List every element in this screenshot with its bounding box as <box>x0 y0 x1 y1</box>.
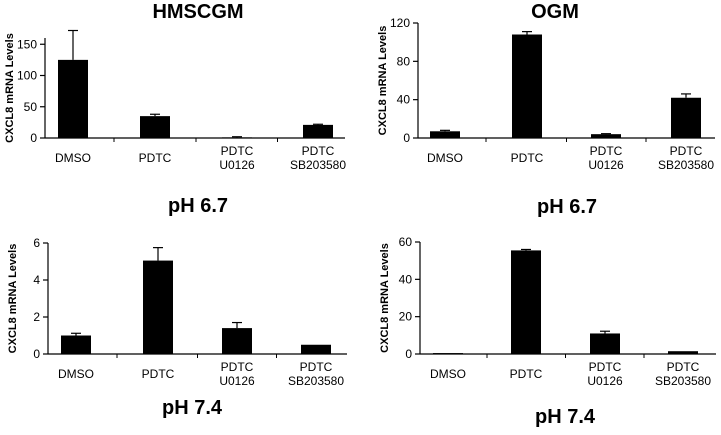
y-tick-label: 40 <box>397 93 411 107</box>
bar-2 <box>511 250 541 354</box>
y-tick-label: 120 <box>390 16 410 30</box>
bar-4 <box>668 351 698 354</box>
x-category-label: U0126 <box>587 374 623 388</box>
x-category-label: PDTC <box>510 367 543 381</box>
x-category-label: PDTC <box>139 151 172 165</box>
x-category-label: SB203580 <box>658 158 714 172</box>
bar-2 <box>140 116 170 138</box>
chart-title: HMSCGM <box>152 1 243 23</box>
x-category-label: DMSO <box>430 367 466 381</box>
chart-panel-4: pH 7.4 CXCL8 mRNA Levels 0 20 40 60 DMSO PDTC PD… <box>379 235 716 428</box>
y-tick-label: 100 <box>17 69 37 83</box>
bar-4 <box>303 124 333 138</box>
y-axis-label: CXCL8 mRNA Levels <box>7 244 19 354</box>
x-category-label: PDTC <box>511 151 544 165</box>
y-tick-label: 80 <box>397 54 411 68</box>
y-tick-label: 6 <box>33 236 40 250</box>
y-tick-label: 4 <box>33 273 40 287</box>
x-category-label: PDTC <box>221 360 254 374</box>
x-category-label: PDTC <box>589 360 622 374</box>
chart-panel-3: pH 6.7 pH 7.4 CXCL8 mRNA Levels 0 2 4 6 DMSO PDT… <box>7 195 347 419</box>
x-category-label: PDTC <box>670 144 703 158</box>
y-tick-label: 0 <box>405 347 412 361</box>
y-tick-label: 40 <box>399 272 413 286</box>
y-axis-label: CXCL8 mRNA Levels <box>379 243 391 353</box>
bar-3 <box>591 134 621 138</box>
y-tick-label: 0 <box>30 131 37 145</box>
bar-1 <box>58 59 88 138</box>
x-category-label: PDTC <box>667 360 700 374</box>
bar-1 <box>433 353 463 354</box>
x-category-label: U0126 <box>588 158 624 172</box>
x-category-label: PDTC <box>142 367 175 381</box>
x-category-label: DMSO <box>427 151 463 165</box>
chart-title: OGM <box>531 1 579 23</box>
bar-4 <box>671 97 701 138</box>
x-category-label: U0126 <box>219 374 255 388</box>
chart-subtitle: pH 7.4 <box>535 406 596 428</box>
x-category-label: PDTC <box>590 144 623 158</box>
bar-3 <box>222 137 252 138</box>
x-category-label: PDTC <box>302 144 335 158</box>
x-category-label: DMSO <box>55 151 91 165</box>
bar-4 <box>301 344 331 354</box>
y-tick-label: 0 <box>403 131 410 145</box>
bar-1 <box>61 335 91 354</box>
x-category-label: PDTC <box>221 144 254 158</box>
bar-3 <box>222 328 252 354</box>
chart-subtitle: pH 7.4 <box>162 397 223 419</box>
bar-3 <box>590 333 620 354</box>
chart-panel-1: HMSCGM CXCL8 mRNA Levels 0 50 100 150 DMSO PDTC… <box>4 1 346 172</box>
chart-title: pH 6.7 <box>168 195 228 217</box>
bar-2 <box>512 34 542 138</box>
x-category-label: SB203580 <box>290 158 346 172</box>
y-tick-label: 0 <box>33 347 40 361</box>
x-category-label: PDTC <box>300 360 333 374</box>
x-category-label: SB203580 <box>288 374 344 388</box>
y-tick-label: 150 <box>17 37 37 51</box>
y-axis-label: CXCL8 mRNA Levels <box>377 26 389 136</box>
x-category-label: SB203580 <box>655 374 711 388</box>
x-category-label: U0126 <box>219 158 255 172</box>
x-category-label: DMSO <box>58 367 94 381</box>
chart-panel-2: OGM pH 6.7 CXCL8 mRNA Levels 0 40 80 120 DMSO PD… <box>377 1 715 218</box>
y-tick-label: 50 <box>24 100 38 114</box>
y-tick-label: 2 <box>33 310 40 324</box>
y-tick-label: 60 <box>399 235 413 249</box>
y-axis-label: CXCL8 mRNA Levels <box>4 33 16 143</box>
bar-1 <box>430 131 460 138</box>
y-tick-label: 20 <box>399 310 413 324</box>
chart-subtitle: pH 6.7 <box>537 196 597 218</box>
bar-2 <box>143 260 173 354</box>
